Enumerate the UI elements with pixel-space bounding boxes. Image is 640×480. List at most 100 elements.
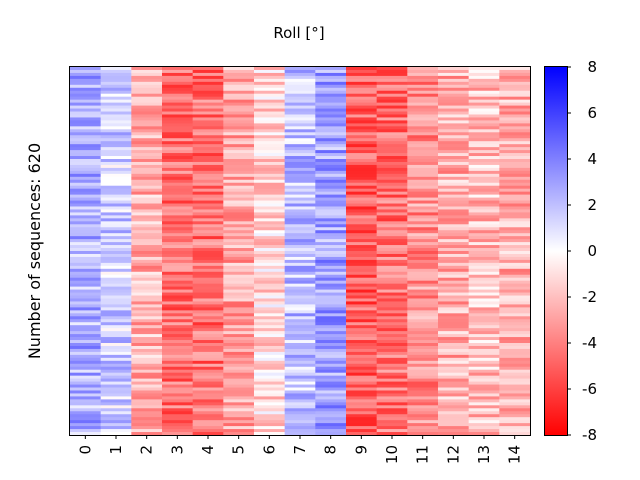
heatmap-cell: [407, 81, 439, 86]
heatmap-cell: [499, 78, 531, 83]
heatmap-cell: [284, 340, 316, 344]
heatmap-cell: [100, 372, 132, 377]
heatmap-cell: [223, 271, 255, 276]
heatmap-cell: [346, 147, 378, 151]
heatmap-cell: [376, 120, 408, 124]
heatmap-cell: [192, 233, 224, 237]
heatmap-cell: [131, 292, 163, 296]
heatmap-cell: [468, 298, 500, 302]
heatmap-cell: [438, 236, 470, 240]
heatmap-cell: [499, 120, 531, 124]
heatmap-cell: [284, 114, 316, 118]
heatmap-cell: [376, 117, 408, 121]
heatmap-cell: [192, 138, 224, 142]
heatmap-cell: [131, 87, 163, 92]
heatmap-cell: [346, 75, 378, 80]
heatmap-cell: [192, 277, 224, 282]
heatmap-cell: [223, 212, 255, 216]
heatmap-cell: [100, 354, 132, 359]
heatmap-cell: [438, 340, 470, 344]
heatmap-cell: [346, 242, 378, 246]
heatmap-cell: [407, 173, 439, 178]
heatmap-cell: [100, 307, 132, 311]
heatmap-cell: [499, 96, 531, 101]
heatmap-cell: [192, 203, 224, 207]
heatmap-cell: [499, 343, 531, 347]
heatmap-cell: [70, 105, 102, 109]
heatmap-cell: [192, 156, 224, 160]
heatmap-cell: [192, 328, 224, 332]
heatmap-cell: [70, 271, 102, 276]
heatmap-cell: [131, 75, 163, 80]
heatmap-cell: [499, 153, 531, 157]
heatmap-cell: [284, 426, 316, 430]
heatmap-cell: [162, 289, 194, 293]
heatmap-cell: [223, 337, 255, 341]
heatmap-cell: [162, 432, 194, 436]
heatmap-cell: [223, 129, 255, 133]
heatmap-cell: [346, 188, 378, 193]
heatmap-cell: [346, 72, 378, 77]
heatmap-cell: [346, 328, 378, 332]
heatmap-cell: [192, 81, 224, 86]
heatmap-cell: [254, 316, 286, 320]
heatmap-cell: [376, 191, 408, 196]
heatmap-cell: [315, 251, 347, 255]
heatmap-cell: [131, 230, 163, 234]
heatmap-cell: [70, 144, 102, 148]
heatmap-cell: [100, 366, 132, 371]
heatmap-cell: [438, 286, 470, 290]
heatmap-cell: [284, 334, 316, 338]
heatmap-cell: [315, 319, 347, 323]
heatmap-cell: [499, 188, 531, 193]
heatmap-cell: [315, 351, 347, 356]
heatmap-cell: [162, 256, 194, 261]
heatmap-cell: [192, 173, 224, 178]
heatmap-cell: [284, 153, 316, 157]
heatmap-cell: [223, 236, 255, 240]
heatmap-cell: [223, 197, 255, 201]
heatmap-cell: [254, 159, 286, 163]
heatmap-cell: [407, 188, 439, 193]
heatmap-cell: [499, 360, 531, 365]
heatmap-cell: [499, 408, 531, 412]
heatmap-cell: [438, 331, 470, 335]
heatmap-cell: [468, 268, 500, 273]
heatmap-cell: [162, 414, 194, 418]
heatmap-cell: [438, 239, 470, 243]
heatmap-cell: [407, 381, 439, 385]
heatmap-cell: [70, 81, 102, 86]
heatmap-cell: [346, 331, 378, 335]
heatmap-cell: [254, 432, 286, 436]
heatmap-cell: [376, 295, 408, 299]
heatmap-cell: [70, 343, 102, 347]
heatmap-cell: [70, 123, 102, 127]
heatmap-cell: [438, 161, 470, 166]
heatmap-cell: [438, 268, 470, 273]
heatmap-cell: [223, 304, 255, 308]
heatmap-cell: [131, 280, 163, 285]
heatmap-cell: [100, 90, 132, 95]
heatmap-cell: [223, 328, 255, 332]
heatmap-cell: [438, 102, 470, 106]
heatmap-cell: [192, 135, 224, 139]
heatmap-cell: [346, 417, 378, 421]
heatmap-cell: [438, 360, 470, 365]
heatmap-cell: [70, 360, 102, 365]
heatmap-cell: [376, 399, 408, 403]
heatmap-cell: [131, 111, 163, 115]
heatmap-cell: [438, 372, 470, 377]
heatmap-cell: [162, 277, 194, 282]
heatmap-cell: [376, 182, 408, 187]
heatmap-cell: [376, 277, 408, 282]
heatmap-cell: [407, 277, 439, 282]
heatmap-cell: [438, 221, 470, 225]
heatmap-cell: [131, 334, 163, 338]
heatmap-cell: [346, 123, 378, 127]
heatmap-cell: [468, 429, 500, 433]
heatmap-cell: [70, 351, 102, 356]
heatmap-cell: [223, 123, 255, 127]
heatmap-cell: [407, 343, 439, 347]
heatmap-cell: [70, 99, 102, 104]
heatmap-cell: [162, 153, 194, 157]
